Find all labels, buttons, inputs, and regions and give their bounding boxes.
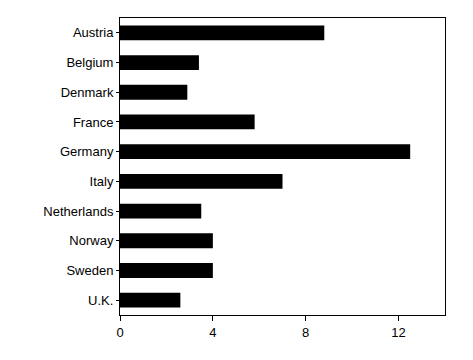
svg-text:12: 12: [391, 325, 405, 340]
svg-text:Sweden: Sweden: [66, 263, 113, 278]
svg-text:Belgium: Belgium: [66, 55, 113, 70]
svg-text:Austria: Austria: [73, 25, 114, 40]
svg-text:Denmark: Denmark: [61, 85, 114, 100]
svg-text:8: 8: [302, 325, 309, 340]
svg-text:0: 0: [116, 325, 123, 340]
svg-text:Germany: Germany: [60, 144, 114, 159]
svg-text:4: 4: [209, 325, 216, 340]
svg-text:U.K.: U.K.: [88, 293, 113, 308]
svg-text:France: France: [73, 115, 113, 130]
svg-text:Norway: Norway: [69, 233, 114, 248]
svg-text:Italy: Italy: [90, 174, 114, 189]
svg-text:Netherlands: Netherlands: [43, 204, 114, 219]
